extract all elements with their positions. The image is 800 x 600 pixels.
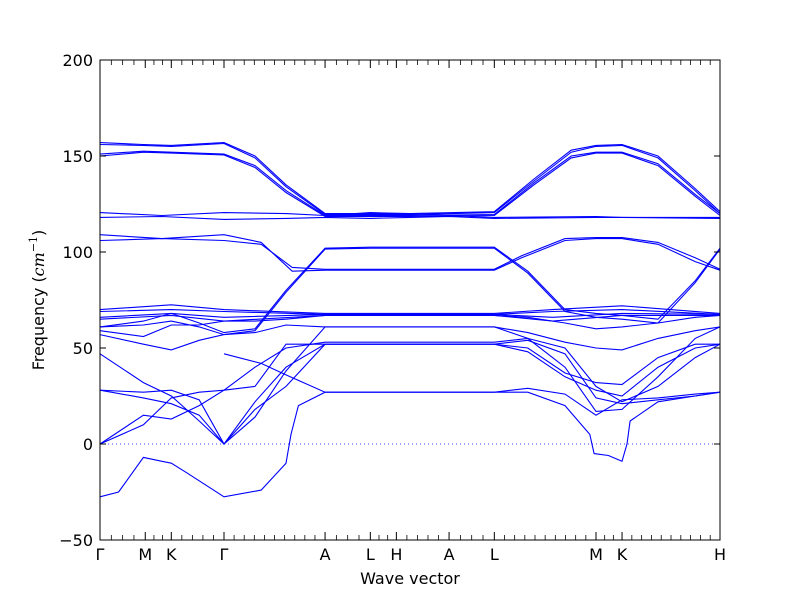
y-axis-ticks: −50 0 50 100 150 200 [59, 51, 720, 550]
plot-frame [99, 59, 721, 541]
band-line [99, 324, 721, 351]
band-line [99, 337, 721, 445]
band-line [99, 247, 721, 336]
x-tick-label: M [589, 545, 603, 564]
y-tick-label: 100 [62, 243, 93, 262]
x-tick-label: L [366, 545, 375, 564]
band-line [99, 150, 721, 217]
band-line [99, 343, 721, 445]
band-line [99, 142, 721, 216]
x-tick-label: A [320, 545, 331, 564]
band-line [99, 304, 721, 314]
x-tick-label: K [166, 545, 177, 564]
y-tick-label: 150 [62, 147, 93, 166]
band-line [223, 353, 721, 416]
y-tick-label: −50 [59, 531, 93, 550]
band-line [99, 314, 721, 338]
x-tick-label: H [390, 545, 402, 564]
band-line [99, 391, 721, 498]
y-axis-label-unit: cm [29, 252, 48, 276]
y-axis-label-text: Frequency ( [29, 276, 48, 370]
x-tick-label: Γ [220, 545, 229, 564]
x-axis-label: Wave vector [360, 569, 460, 588]
y-tick-label: 200 [62, 51, 93, 70]
x-tick-label: Γ [96, 545, 105, 564]
bands [99, 142, 721, 498]
band-line [99, 151, 721, 218]
band-line [99, 343, 720, 445]
y-tick-label: 50 [73, 339, 93, 358]
band-line [99, 339, 721, 445]
band-line [99, 237, 721, 270]
y-axis-label-close: ) [29, 230, 48, 236]
x-tick-label: L [490, 545, 499, 564]
y-axis-label-unit-power: −1 [27, 236, 40, 252]
x-tick-label: K [617, 545, 628, 564]
band-line [99, 215, 721, 220]
band-line [99, 212, 720, 218]
x-tick-label: H [714, 545, 726, 564]
x-tick-label: M [138, 545, 152, 564]
y-axis-label: Frequency (cm−1) [27, 230, 48, 371]
band-line [99, 234, 721, 272]
x-tick-label: A [444, 545, 455, 564]
band-line [99, 246, 721, 334]
band-line [99, 326, 721, 445]
y-tick-label: 0 [83, 435, 93, 454]
